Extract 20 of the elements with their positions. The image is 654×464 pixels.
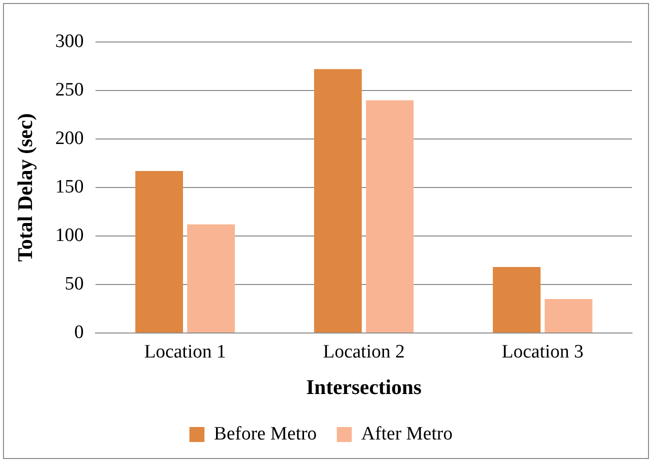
legend-label: After Metro <box>361 423 453 444</box>
y-tick-label: 0 <box>74 322 84 343</box>
bar <box>135 171 184 332</box>
x-tick-label: Location 1 <box>144 341 226 362</box>
x-tick-label: Location 3 <box>502 341 584 362</box>
y-tick-label: 200 <box>55 128 84 149</box>
bar <box>492 267 541 332</box>
y-tick-label: 150 <box>55 176 84 198</box>
y-tick-label: 100 <box>55 224 84 246</box>
bar <box>366 100 414 332</box>
x-axis-title: Intersections <box>306 374 422 399</box>
legend-label: Before Metro <box>214 423 317 444</box>
bar <box>544 299 592 332</box>
bar <box>187 224 235 332</box>
y-tick-label: 300 <box>55 30 84 52</box>
bar <box>314 69 362 332</box>
y-tick-label: 250 <box>55 79 84 100</box>
y-axis-title: Total Delay (sec) <box>13 113 38 262</box>
y-tick-label: 50 <box>64 273 84 294</box>
x-tick-label: Location 2 <box>322 341 405 362</box>
